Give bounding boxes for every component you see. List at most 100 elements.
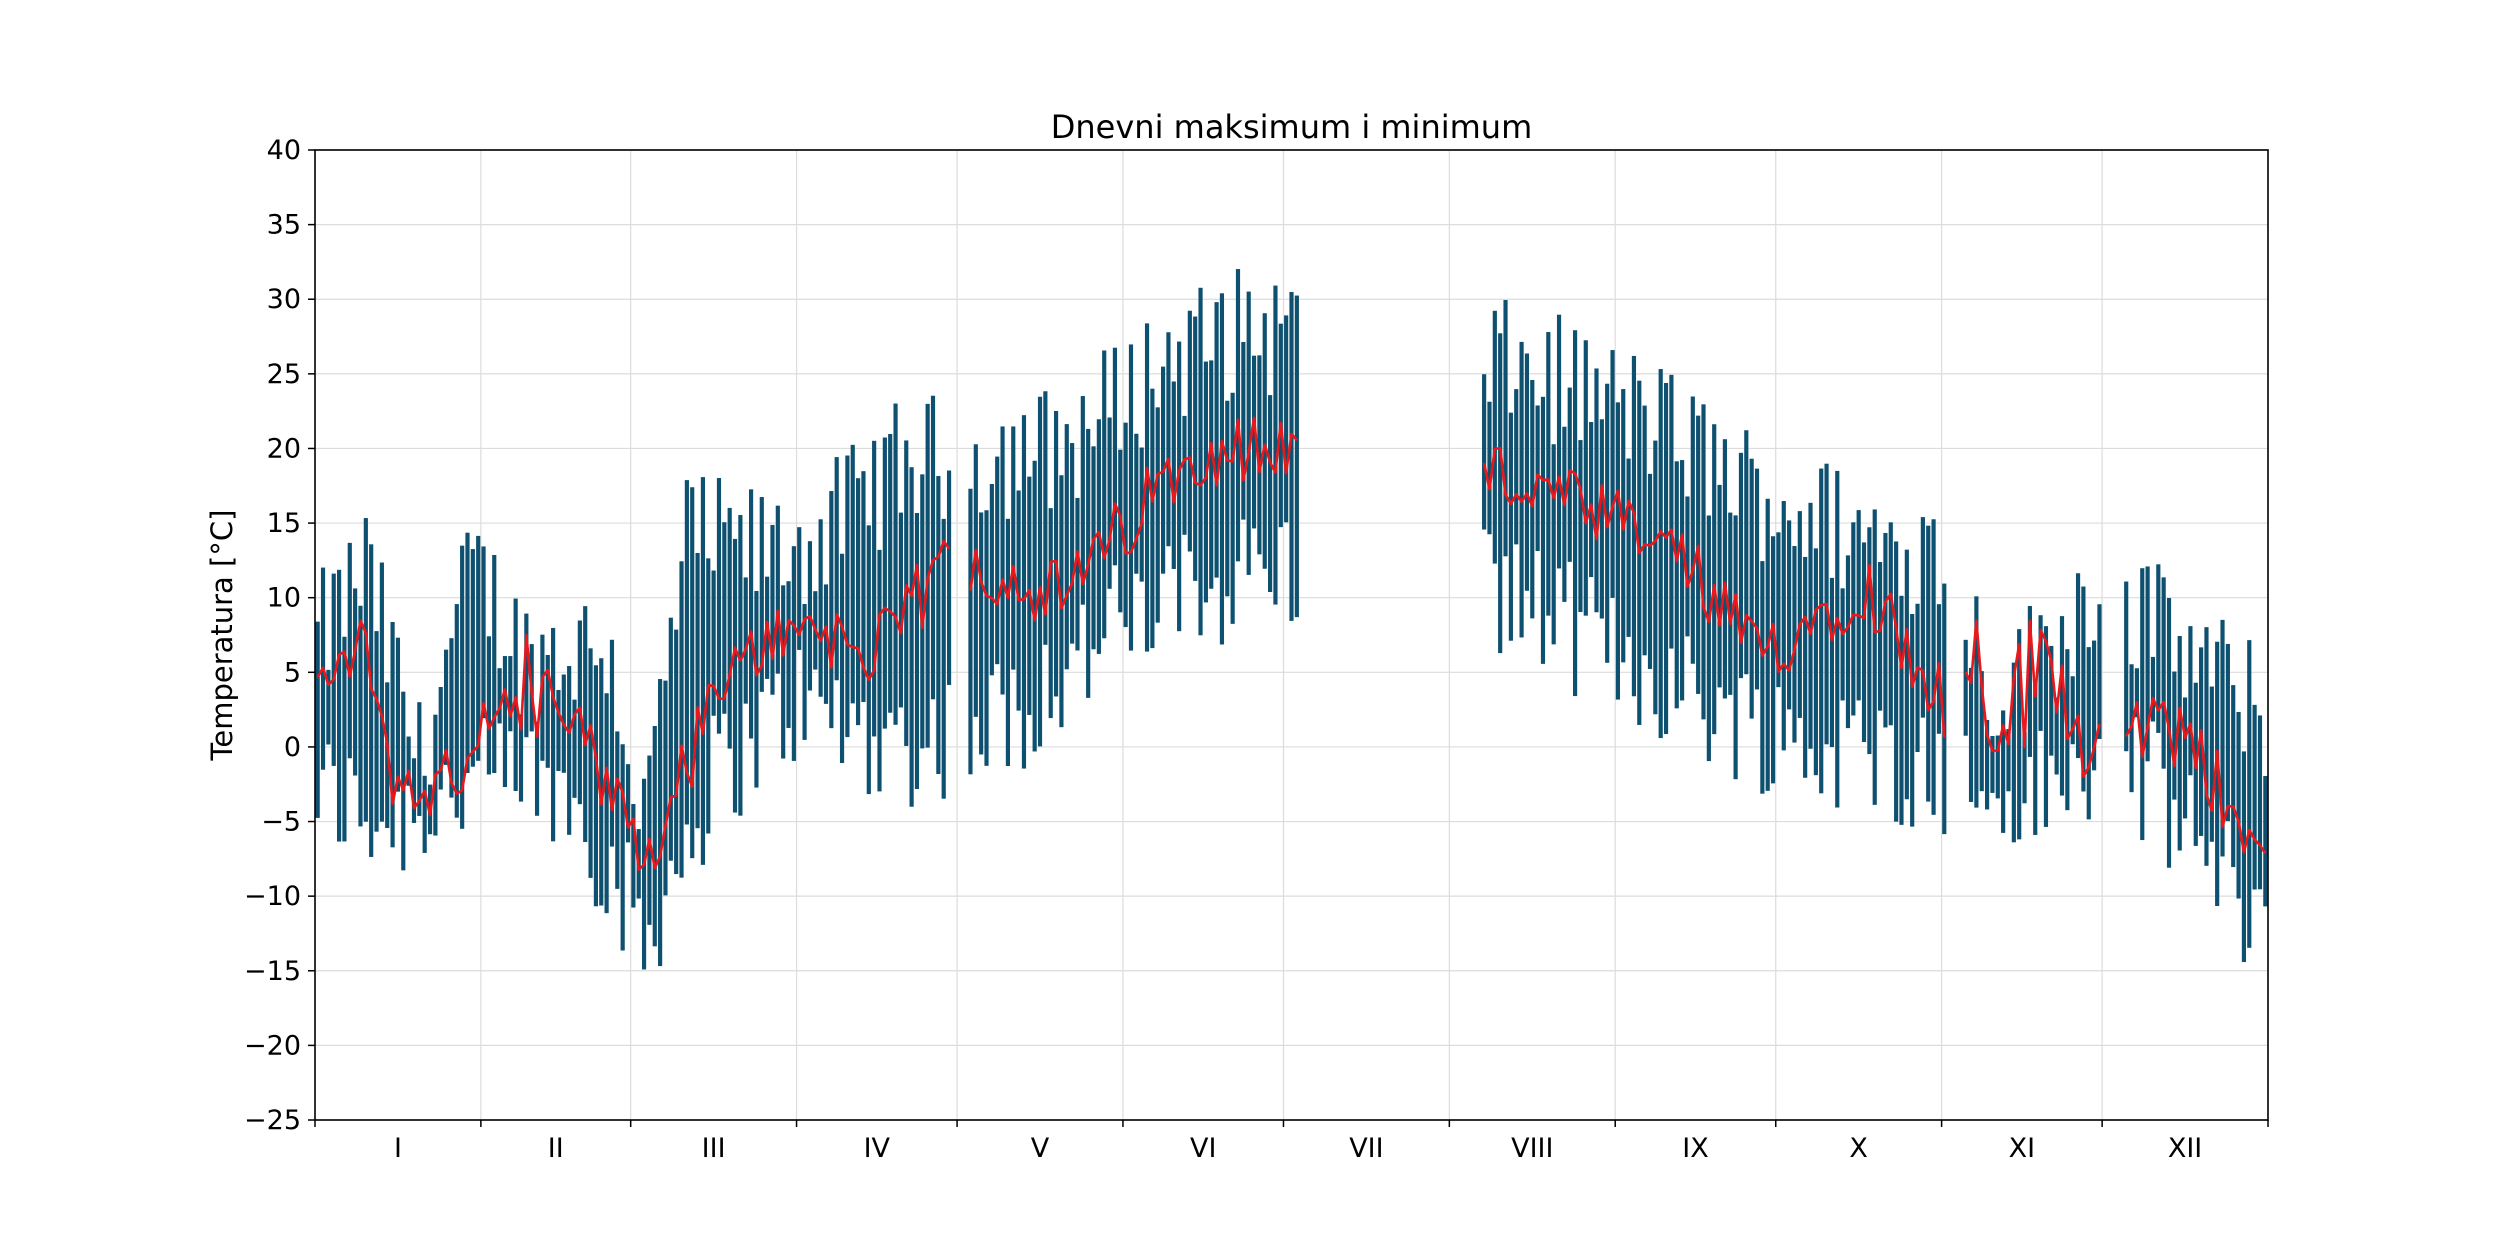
daily-range-bar <box>374 631 379 832</box>
daily-range-bar <box>1712 424 1717 735</box>
y-tick-label: −25 <box>244 1105 301 1136</box>
daily-range-bar <box>2209 686 2214 842</box>
daily-range-bar <box>1128 344 1134 651</box>
daily-range-bar <box>1835 470 1840 808</box>
daily-range-bar <box>1043 391 1048 645</box>
daily-range-bar <box>1048 508 1053 719</box>
daily-range-bar <box>1610 350 1615 598</box>
y-tick-label: 5 <box>284 657 301 688</box>
daily-range-bar <box>968 488 973 775</box>
daily-range-bar <box>470 549 475 767</box>
daily-range-bar <box>1498 333 1503 654</box>
daily-range-bar <box>1284 315 1289 523</box>
daily-range-bar <box>786 581 791 728</box>
daily-range-bar <box>1744 430 1749 675</box>
daily-range-bar <box>2134 668 2139 718</box>
daily-range-bar <box>1198 287 1203 636</box>
daily-range-bar <box>353 588 358 776</box>
daily-range-bar <box>797 527 802 650</box>
daily-range-bar <box>1985 719 1990 810</box>
daily-range-bar <box>898 512 903 708</box>
daily-range-bar <box>759 497 764 692</box>
daily-range-bar <box>2017 629 2022 840</box>
daily-range-bar <box>2188 626 2193 776</box>
daily-range-bar <box>2011 662 2016 843</box>
daily-range-bar <box>1663 383 1669 735</box>
daily-range-bar <box>909 467 914 807</box>
y-tick-label: 0 <box>284 732 301 763</box>
daily-range-bar <box>888 434 893 713</box>
daily-range-bar <box>2022 732 2027 804</box>
daily-range-bar <box>754 590 759 788</box>
daily-range-bar <box>738 515 743 816</box>
daily-range-bar <box>1482 374 1487 530</box>
daily-range-bar <box>1701 404 1706 720</box>
daily-range-bar <box>1155 407 1160 623</box>
y-tick-label: 20 <box>267 433 301 464</box>
daily-range-bar <box>1107 417 1112 589</box>
daily-range-bar <box>658 679 663 967</box>
daily-range-bar <box>1289 291 1294 621</box>
daily-range-bar <box>1053 410 1059 697</box>
daily-range-bar <box>711 570 716 716</box>
daily-range-bar <box>363 518 368 822</box>
daily-range-bar <box>342 636 347 842</box>
daily-range-bar <box>1722 439 1727 699</box>
daily-range-bar <box>1738 452 1744 679</box>
daily-range-bar <box>2092 640 2097 771</box>
daily-range-bar <box>791 546 796 761</box>
daily-range-bar <box>1166 332 1171 547</box>
daily-range-bar <box>2140 568 2145 841</box>
daily-range-bar <box>379 562 384 822</box>
daily-range-bar <box>411 758 417 823</box>
daily-range-bar <box>492 554 497 774</box>
daily-range-bar <box>1658 369 1663 739</box>
daily-range-bar <box>2086 647 2091 820</box>
daily-range-bar <box>1556 314 1562 569</box>
daily-range-bar <box>2054 697 2059 775</box>
daily-range-bar <box>2070 676 2075 745</box>
daily-range-bar <box>1856 510 1861 701</box>
daily-range-bar <box>1203 361 1208 603</box>
daily-range-bar <box>716 478 722 734</box>
daily-range-bar <box>893 403 898 725</box>
daily-range-bar <box>2081 586 2086 792</box>
month-label: V <box>1031 1133 1050 1164</box>
daily-range-bar <box>1551 444 1556 645</box>
daily-range-bar <box>1733 515 1738 780</box>
daily-range-bar <box>1150 388 1155 649</box>
daily-range-bar <box>625 764 631 843</box>
daily-range-bar <box>540 634 545 761</box>
daily-range-bar <box>1813 548 1818 776</box>
daily-range-bar <box>1995 735 2000 799</box>
daily-range-bar <box>1064 424 1069 670</box>
daily-range-bar <box>829 491 834 729</box>
daily-range-bar <box>545 655 550 768</box>
daily-range-bar <box>1717 484 1722 688</box>
daily-range-bar <box>1631 355 1637 697</box>
daily-range-bar <box>2231 685 2236 868</box>
daily-range-bar <box>1193 316 1198 581</box>
daily-range-bar <box>1840 588 1845 701</box>
daily-range-bar <box>1861 542 1867 743</box>
daily-range-bar <box>1021 415 1027 769</box>
daily-range-bar <box>336 569 342 842</box>
daily-range-bar <box>1926 525 1931 802</box>
daily-range-bar <box>2241 751 2247 963</box>
daily-range-bar <box>1091 446 1096 650</box>
daily-range-bar <box>1931 519 1936 815</box>
daily-range-bar <box>748 489 754 739</box>
daily-range-bar <box>1235 269 1241 562</box>
daily-range-bar <box>2027 606 2032 757</box>
daily-range-bar <box>1968 667 1974 802</box>
daily-range-bar <box>513 598 518 791</box>
daily-range-bar <box>1171 381 1176 569</box>
daily-range-bar <box>2204 627 2209 866</box>
daily-range-bar <box>1770 536 1776 784</box>
daily-range-bar <box>1524 353 1530 591</box>
daily-range-bar <box>2145 566 2150 762</box>
daily-range-bar <box>1877 562 1883 711</box>
daily-range-bar <box>1904 549 1909 800</box>
y-axis-title: Temperatura [°C] <box>205 510 239 762</box>
daily-range-bar <box>481 546 486 719</box>
